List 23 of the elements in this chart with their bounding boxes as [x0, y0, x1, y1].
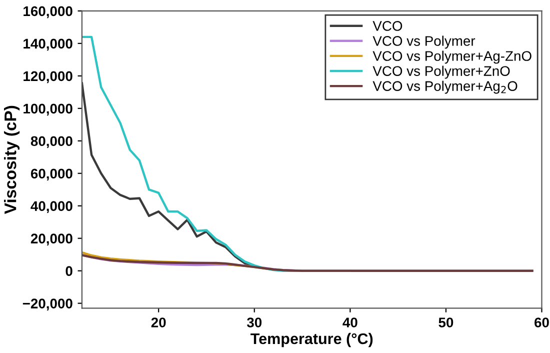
legend-label: VCO vs Polymer+Ag-ZnO: [372, 50, 532, 64]
y-tick-label: 0: [66, 266, 72, 276]
x-tick-label: 20: [151, 318, 166, 328]
legend-label: VCO vs Polymer: [372, 36, 476, 49]
x-axis-title: Temperature (°C): [250, 332, 373, 348]
y-tick-label: 80,000: [30, 136, 72, 148]
y-tick-label: 100,000: [24, 104, 72, 116]
y-tick-label: 20,000: [30, 234, 72, 246]
line-series: [82, 254, 534, 272]
x-tick-label: 40: [342, 318, 358, 328]
legend-label: VCO vs Polymer+ZnO: [372, 66, 510, 79]
y-tick-label: 140,000: [24, 38, 72, 51]
x-tick-label: 60: [534, 318, 549, 328]
y-tick-label: 40,000: [30, 201, 72, 214]
y-tick-label: 160,000: [24, 6, 72, 18]
y-tick-label: −20,000: [22, 298, 72, 310]
x-tick-label: 30: [246, 318, 262, 328]
y-axis-title: Viscosity (cP): [4, 106, 20, 214]
legend-label: VCO vs Polymer+Ag$_{2}$O: [372, 80, 518, 94]
x-tick-label: 50: [438, 318, 454, 328]
y-tick-label: 60,000: [30, 168, 72, 181]
legend-label: VCO: [372, 21, 402, 31]
y-tick-label: 120,000: [24, 71, 72, 84]
